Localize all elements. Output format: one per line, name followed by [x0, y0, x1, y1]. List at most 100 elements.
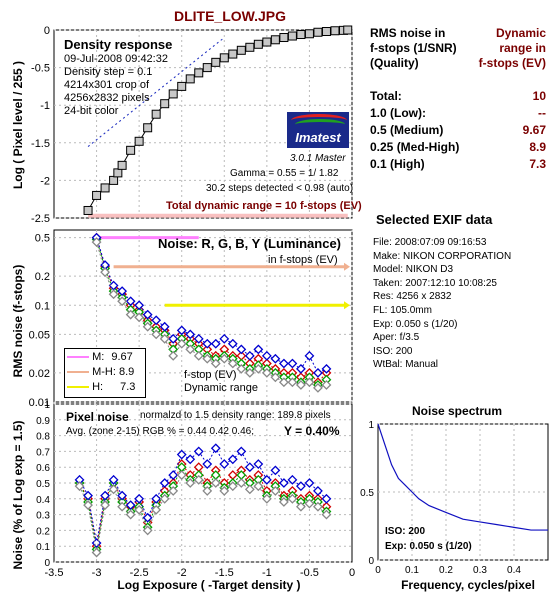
pixel-point	[236, 478, 247, 488]
pixel-ytick: 0.2	[36, 526, 50, 537]
steps-label: 30.2 steps detected < 0.98 (auto)	[206, 183, 354, 194]
noise-point	[244, 350, 255, 361]
pixel-point	[151, 493, 162, 504]
pixel-point	[227, 481, 238, 492]
legend-label: H:	[92, 381, 104, 393]
density-point	[185, 74, 195, 84]
noise-point	[219, 333, 230, 344]
noise-sub: in f-stops (EV)	[268, 254, 338, 266]
noise-point	[253, 363, 264, 374]
spectrum-ytick: 0.5	[360, 488, 374, 499]
density-point	[168, 89, 178, 99]
pixel-point	[202, 485, 213, 496]
noise-point	[261, 367, 272, 378]
pixel-point	[304, 498, 315, 509]
pixel-point	[210, 478, 221, 488]
pixel-point	[117, 490, 128, 501]
density-point	[236, 45, 246, 55]
noise-point	[185, 344, 196, 355]
spectrum-exp: Exp: 0.050 s (1/20)	[385, 541, 472, 552]
pixel-point	[176, 449, 187, 460]
noise-ytick: 0.05	[29, 329, 50, 341]
dr-header-line: range in	[499, 41, 546, 55]
noise-point	[295, 363, 306, 374]
pixel-point	[321, 493, 332, 504]
noise-point	[295, 380, 306, 390]
dr-row-value: 9.67	[522, 123, 546, 137]
noise-title: Noise: R, G, B, Y (Luminance)	[158, 236, 341, 251]
pixel-point	[108, 474, 119, 485]
exif-title: Selected EXIF data	[376, 212, 493, 227]
pixel-point	[176, 470, 187, 481]
spectrum-xtick: 0	[375, 565, 381, 576]
density-info-line: 24-bit color	[64, 105, 119, 117]
spectrum-xtick: 0.2	[439, 565, 453, 576]
noise-point	[202, 338, 213, 349]
noise-point	[236, 363, 247, 374]
legend-value: 9.67	[111, 351, 133, 363]
dr-row-value: 8.9	[529, 140, 546, 154]
pixel-noise-ylabel: Noise (% of Log exp = 1.5)	[11, 420, 25, 570]
noise-point	[278, 358, 289, 369]
exif-block: File: 2008:07:09 09:16:53 Make: NIKON CO…	[373, 236, 511, 372]
spectrum-ytick: 0	[368, 556, 374, 567]
noise-ylabel: RMS noise (f-stops)	[11, 264, 25, 378]
noise-point	[287, 377, 298, 388]
legend-value: 7.3	[120, 381, 136, 393]
pixel-xtick: -3.5	[45, 567, 64, 579]
density-info-line: 4214x301 crop of	[64, 79, 150, 91]
pixel-point	[125, 509, 136, 520]
pixel-point	[202, 459, 213, 469]
density-point	[211, 57, 221, 67]
exif-line: Make: NIKON CORPORATION	[373, 250, 512, 262]
pixel-point	[151, 504, 162, 515]
pixel-ytick: 1	[44, 400, 50, 411]
pixel-point	[253, 459, 264, 469]
pixel-ytick: 0.5	[36, 479, 50, 490]
pixel-point	[219, 485, 230, 496]
noise-point	[321, 363, 332, 374]
noise-point	[142, 321, 153, 332]
pixel-xtick: -3	[92, 567, 102, 579]
density-point	[92, 190, 102, 200]
noise-point	[304, 377, 315, 388]
pixel-point	[313, 501, 323, 512]
legend-line-h	[67, 386, 89, 389]
noise-point	[313, 367, 323, 378]
density-point	[287, 31, 297, 41]
pixel-point	[321, 509, 332, 520]
density-info-line: Density step = 0.1	[64, 66, 153, 78]
pixel-ytick: 0.9	[36, 416, 50, 427]
noise-series-line	[96, 241, 327, 389]
dr-row-label: Total:	[370, 89, 402, 103]
density-point	[321, 27, 331, 37]
density-point	[113, 168, 123, 178]
pixel-ytick: 0	[44, 558, 50, 569]
noise-point	[287, 358, 298, 369]
density-point	[253, 39, 263, 49]
pixel-point	[134, 504, 145, 515]
legend-label: M:	[92, 351, 105, 363]
noise-point	[159, 321, 170, 332]
density-point	[270, 35, 280, 45]
noise-point	[159, 333, 170, 344]
pixel-xtick: -2	[177, 567, 187, 579]
density-point	[126, 145, 136, 155]
density-point	[109, 175, 119, 185]
density-ytick: -0.5	[31, 63, 50, 75]
spectrum-iso: ISO: 200	[385, 526, 426, 537]
legend-row-h: H: 7.3	[67, 381, 135, 393]
pixel-ytick: 0.1	[36, 542, 50, 553]
dr-row-label: 0.25 (Med-High)	[370, 140, 460, 154]
pixel-point	[287, 493, 298, 504]
exif-line: WtBal: Manual	[373, 359, 439, 371]
rms-header-line: (Quality)	[370, 56, 419, 70]
logo-swoosh	[291, 114, 347, 127]
pixel-ytick: 0.8	[36, 432, 50, 443]
pixel-point	[159, 478, 170, 488]
spectrum-xtick: 0.3	[473, 565, 487, 576]
noise-point	[151, 315, 162, 326]
spectrum-xtick: 0.1	[405, 565, 419, 576]
pixel-point	[193, 474, 204, 485]
density-point	[143, 123, 153, 133]
